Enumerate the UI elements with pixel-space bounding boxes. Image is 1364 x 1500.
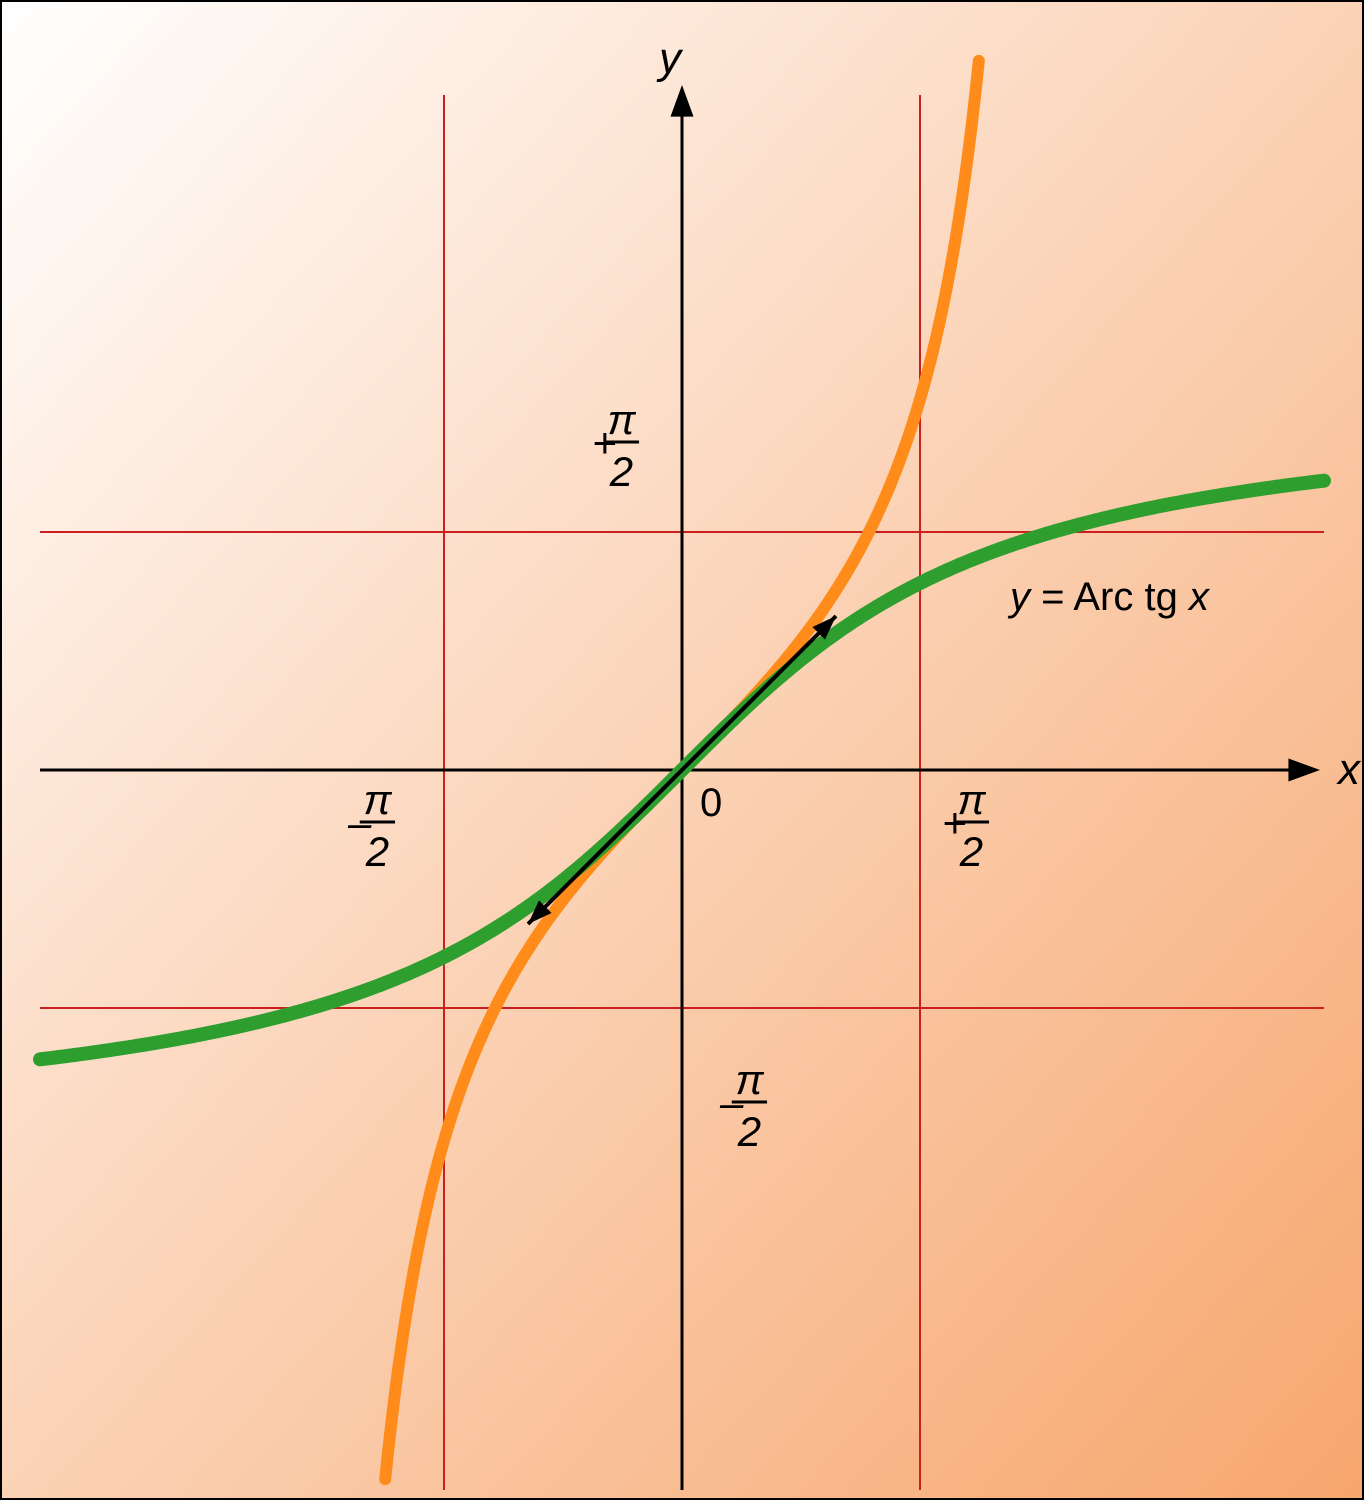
svg-text:2: 2 (609, 448, 633, 495)
origin-label: 0 (700, 781, 722, 825)
svg-text:π: π (607, 396, 636, 443)
x-axis-label: x (1336, 745, 1362, 794)
arctan-curve-label: y = Arc tg x (1007, 575, 1211, 619)
svg-text:2: 2 (737, 1108, 761, 1155)
svg-text:π: π (957, 776, 986, 823)
svg-text:π: π (735, 1056, 764, 1103)
chart-svg: xy0+π2–π2+π2–π2y = Arc tg x (0, 0, 1364, 1500)
svg-text:π: π (363, 776, 392, 823)
svg-text:2: 2 (365, 828, 389, 875)
y-axis-label: y (656, 34, 684, 83)
svg-text:2: 2 (959, 828, 983, 875)
arctan-chart: xy0+π2–π2+π2–π2y = Arc tg x (0, 0, 1364, 1500)
